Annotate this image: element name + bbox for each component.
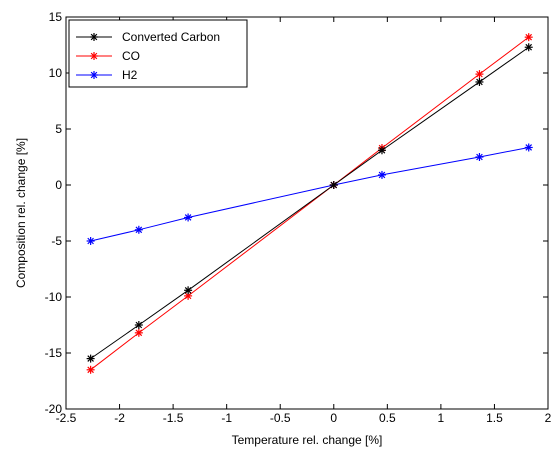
data-point-co	[86, 365, 95, 374]
data-point-converted-carbon	[377, 146, 386, 155]
y-tick-label: -5	[51, 234, 62, 248]
data-point-h2	[524, 143, 533, 152]
x-tick-label: -2.5	[56, 411, 77, 425]
data-point-converted-carbon	[475, 77, 484, 86]
x-axis-ticks: -2.5 -2 -1.5 -1 -0.5 0 0.5 1 1.5 2	[56, 17, 552, 425]
x-tick-label: 0.5	[379, 411, 396, 425]
data-point-h2	[377, 170, 386, 179]
y-tick-label: -20	[45, 402, 63, 416]
legend: Converted Carbon CO H2	[68, 19, 248, 88]
legend-marker	[90, 52, 98, 60]
y-axis-label: Composition rel. change [%]	[14, 138, 28, 288]
data-point-co	[134, 328, 143, 337]
y-tick-label: 5	[55, 122, 62, 136]
y-tick-label: 0	[55, 178, 62, 192]
data-point-converted-carbon	[134, 321, 143, 329]
data-point-co	[475, 70, 484, 79]
x-tick-label: -2	[114, 411, 125, 425]
legend-marker	[90, 33, 98, 41]
y-tick-label: 10	[49, 66, 63, 80]
legend-entry-co: CO	[76, 49, 140, 63]
data-point-converted-carbon	[184, 286, 193, 295]
legend-label: Converted Carbon	[122, 30, 220, 44]
x-tick-label: 0	[330, 411, 337, 425]
x-tick-label: -1	[221, 411, 232, 425]
data-point-h2	[184, 213, 193, 222]
data-point-h2	[134, 225, 143, 234]
legend-entry-h2: H2	[76, 68, 138, 82]
x-tick-label: 1.5	[486, 411, 503, 425]
x-tick-label: -0.5	[270, 411, 291, 425]
data-point-h2	[86, 237, 95, 245]
y-tick-label: -15	[45, 346, 63, 360]
legend-label: H2	[122, 68, 138, 82]
x-axis-label: Temperature rel. change [%]	[232, 433, 383, 447]
x-tick-label: 1	[438, 411, 445, 425]
y-axis-ticks: -20 -15 -10 -5 0 5 10 15	[45, 10, 548, 416]
x-tick-label: -1.5	[163, 411, 184, 425]
y-tick-label: 15	[49, 10, 63, 24]
legend-box	[68, 19, 248, 88]
data-point-converted-carbon	[86, 354, 95, 363]
x-tick-label: 2	[545, 411, 552, 425]
series-layer	[86, 33, 533, 374]
data-point-converted-carbon	[329, 181, 338, 189]
data-point-h2	[475, 153, 484, 161]
legend-entry-converted-carbon: Converted Carbon	[76, 30, 220, 44]
legend-marker	[90, 71, 98, 79]
data-point-converted-carbon	[524, 43, 533, 52]
y-tick-label: -10	[45, 290, 63, 304]
data-point-co	[524, 33, 533, 42]
series-converted-carbon	[86, 43, 533, 363]
legend-label: CO	[122, 49, 140, 63]
